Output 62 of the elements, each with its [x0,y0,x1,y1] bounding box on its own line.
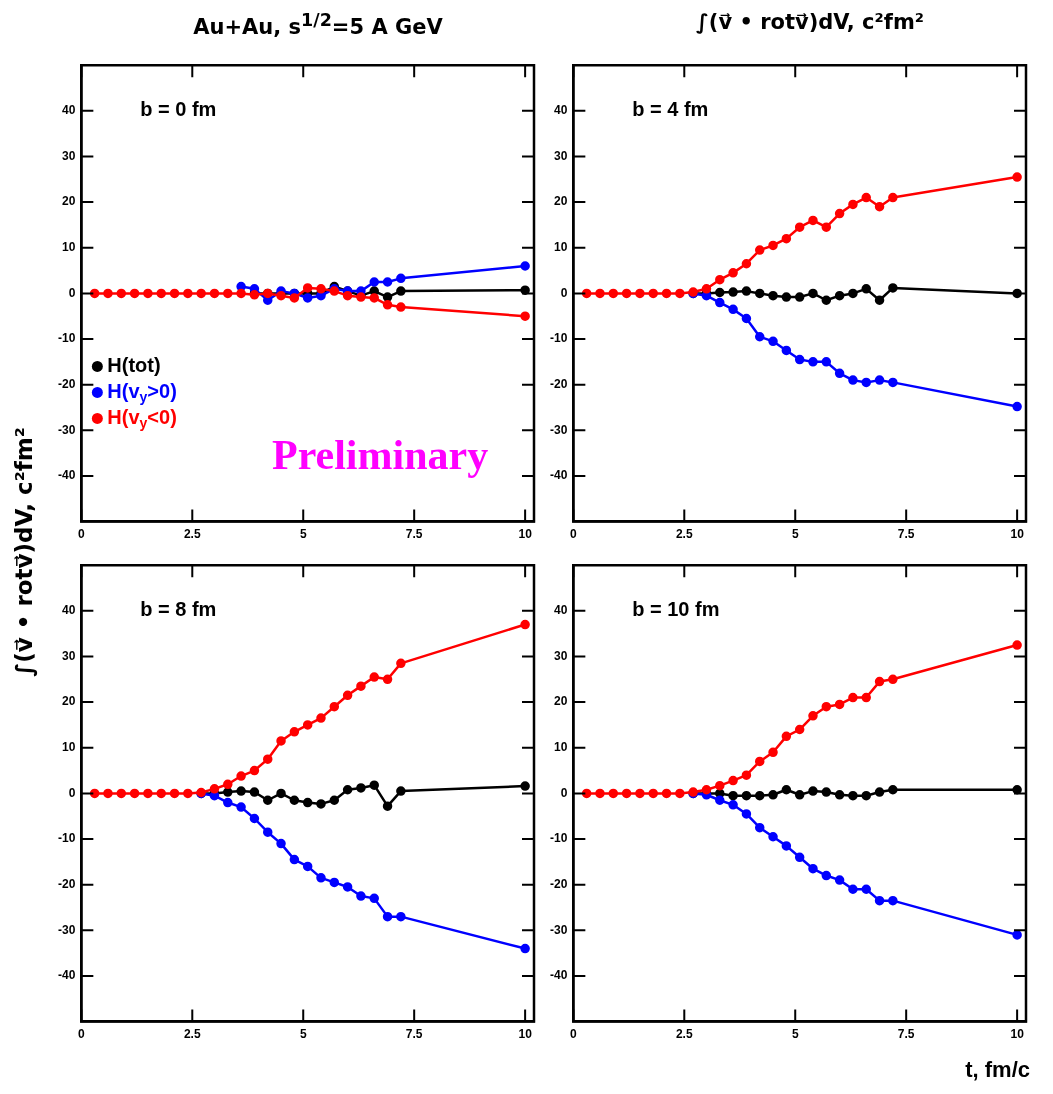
x-tick-label: 5 [299,1027,307,1042]
y-tick-label: 10 [61,740,76,755]
x-tick-label: 7.5 [897,1027,915,1042]
y-tick-label: -40 [550,968,568,983]
y-tick-label: -40 [58,968,76,983]
y-tick-label: -30 [58,922,76,937]
y-tick-label: -20 [58,376,76,391]
y-tick-label: -20 [550,376,568,391]
y-axis-title: ∫(v⃗ • rotv⃗)dV, c²fm² [11,427,37,677]
x-tick-label: 2.5 [183,1027,201,1042]
chart-title: Au+Au, s$^{1/2}$=5 A GeV [192,10,444,39]
y-tick-label: -10 [550,831,568,846]
y-tick-label: 40 [61,103,76,118]
annotation: b = 4 fm [632,98,709,121]
y-tick-label: -40 [550,468,568,483]
y-tick-label: 0 [68,785,76,800]
y-tick-label: 40 [553,103,568,118]
x-tick-label: 7.5 [405,527,423,542]
y-tick-label: -30 [58,422,76,437]
legend-label: H(tot) [107,353,161,376]
y-tick-label: 30 [61,148,76,163]
y-tick-label: 20 [553,694,568,709]
y-tick-label: 40 [61,603,76,618]
x-axis-title: t, fm/c [965,1057,1030,1083]
x-tick-label: 2.5 [675,1027,693,1042]
x-tick-label: 5 [299,527,307,542]
y-tick-label: 30 [61,648,76,663]
x-tick-label: 5 [791,527,799,542]
annotation: b = 8 fm [140,598,217,621]
x-tick-label: 10 [1010,527,1025,542]
chart-title: ∫(v⃗ • rotv⃗)dV, c²fm² [695,10,925,34]
y-tick-label: 0 [68,285,76,300]
y-tick-label: 40 [553,603,568,618]
y-tick-label: 10 [553,740,568,755]
annotation: Preliminary [272,431,489,478]
y-tick-label: 30 [553,648,568,663]
y-tick-label: 30 [553,148,568,163]
x-tick-label: 2.5 [183,527,201,542]
x-tick-label: 10 [1010,1027,1025,1042]
y-tick-label: 10 [61,240,76,255]
x-tick-label: 10 [518,1027,533,1042]
y-tick-label: 20 [553,194,568,209]
x-tick-label: 7.5 [405,1027,423,1042]
y-tick-label: -30 [550,422,568,437]
y-tick-label: 0 [560,785,568,800]
y-tick-label: -20 [58,876,76,891]
y-tick-label: -20 [550,876,568,891]
y-tick-label: -10 [58,331,76,346]
y-tick-label: -10 [58,831,76,846]
y-tick-label: 20 [61,194,76,209]
y-tick-label: 0 [560,285,568,300]
y-tick-label: -10 [550,331,568,346]
annotation: b = 10 fm [632,598,720,621]
y-tick-label: -40 [58,468,76,483]
annotation: b = 0 fm [140,98,217,121]
y-tick-label: 10 [553,240,568,255]
x-tick-label: 2.5 [675,527,693,542]
x-tick-label: 10 [518,527,533,542]
y-tick-label: -30 [550,922,568,937]
x-tick-label: 5 [791,1027,799,1042]
x-tick-label: 7.5 [897,527,915,542]
y-tick-label: 20 [61,694,76,709]
